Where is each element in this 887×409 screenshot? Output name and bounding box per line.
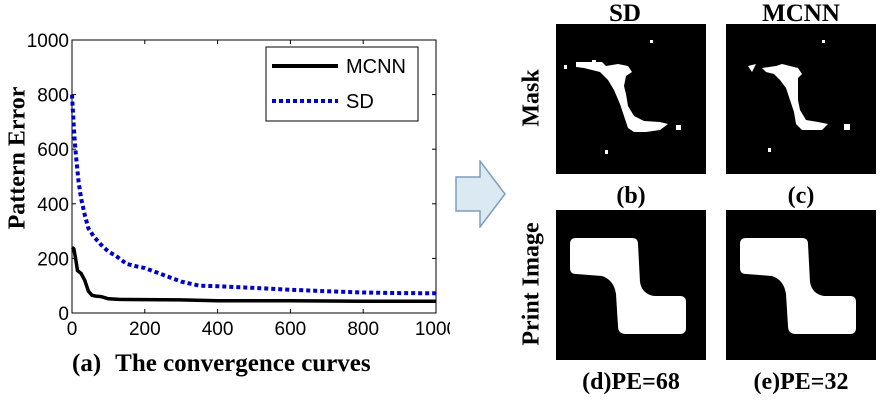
x-tick-label: 400 bbox=[202, 319, 234, 340]
legend-box bbox=[265, 46, 419, 122]
y-tick-label: 800 bbox=[37, 86, 69, 107]
print-sd-image bbox=[556, 210, 706, 360]
x-tick-label: 800 bbox=[347, 319, 379, 340]
right-arrow-icon bbox=[455, 160, 506, 228]
convergence-chart: 0 200 400 600 800 1000 0 200 400 600 800 1000 MCNN SD bbox=[27, 31, 450, 340]
caption-d: (d)PE=68 bbox=[582, 369, 680, 395]
col-title-sd: SD bbox=[609, 0, 641, 27]
chart-caption-text: The convergence curves bbox=[115, 350, 371, 377]
y-axis-label: Pattern Error bbox=[4, 86, 31, 230]
caption-e: (e)PE=32 bbox=[753, 369, 849, 395]
row-label-print-image: Print Image bbox=[518, 222, 545, 346]
col-title-mcnn: MCNN bbox=[762, 0, 840, 27]
caption-b: (b) bbox=[616, 183, 646, 209]
y-tick-label: 200 bbox=[37, 249, 69, 270]
x-tick-label: 1000 bbox=[415, 319, 450, 340]
x-tick-label: 0 bbox=[67, 319, 78, 340]
y-tick-label: 0 bbox=[58, 304, 69, 325]
series-line-sd bbox=[70, 94, 437, 296]
chart-caption: (a) The convergence curves bbox=[72, 350, 371, 378]
chart-caption-label: (a) bbox=[72, 350, 102, 377]
series-line-mcnn bbox=[70, 246, 436, 304]
x-tick-label: 200 bbox=[129, 319, 161, 340]
y-tick-label: 400 bbox=[37, 195, 69, 216]
caption-c: (c) bbox=[787, 183, 815, 209]
legend-label-mcnn: MCNN bbox=[346, 56, 406, 78]
plot-frame bbox=[71, 39, 437, 314]
print-mcnn-image bbox=[726, 210, 876, 360]
y-tick-label: 600 bbox=[37, 140, 69, 161]
mask-sd-image bbox=[556, 24, 706, 174]
x-tick-label: 600 bbox=[275, 319, 307, 340]
mask-mcnn-image bbox=[726, 24, 876, 174]
y-tick-label: 1000 bbox=[27, 31, 69, 52]
row-label-mask: Mask bbox=[518, 69, 545, 127]
legend-label-sd: SD bbox=[346, 91, 374, 113]
